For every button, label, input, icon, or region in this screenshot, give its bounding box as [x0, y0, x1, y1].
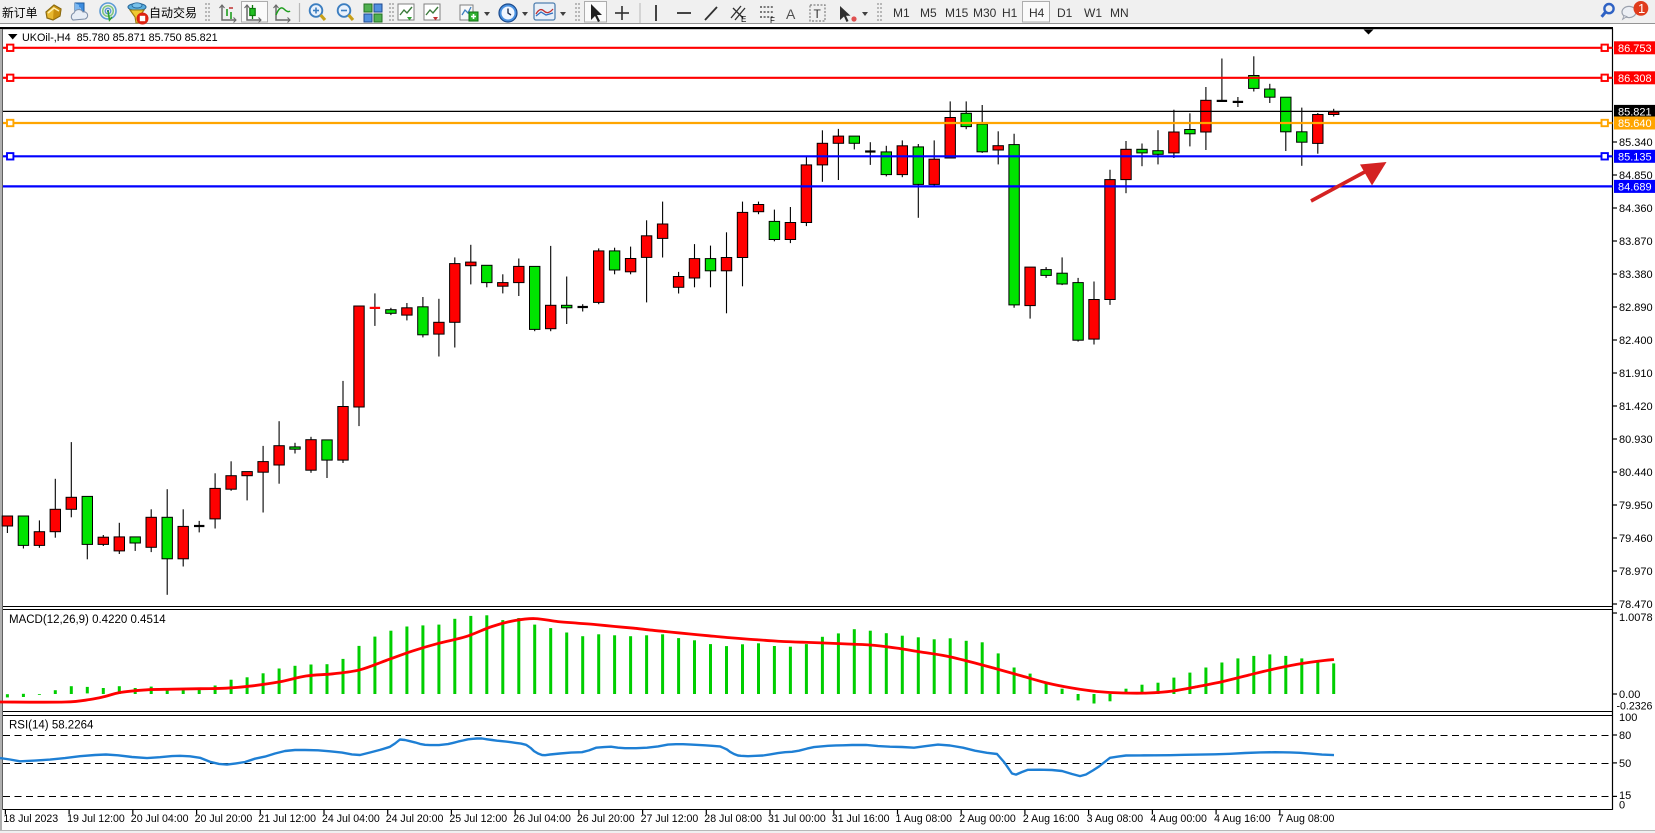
svg-text:1.0078: 1.0078 [1619, 612, 1653, 624]
svg-text:新订单: 新订单 [2, 6, 38, 20]
svg-text:80: 80 [1619, 730, 1631, 742]
svg-text:85.640: 85.640 [1618, 118, 1652, 130]
svg-text:84.360: 84.360 [1619, 203, 1653, 215]
svg-text:26 Jul 20:00: 26 Jul 20:00 [577, 813, 635, 825]
svg-text:19 Jul 12:00: 19 Jul 12:00 [67, 813, 125, 825]
svg-text:W1: W1 [1084, 6, 1102, 20]
svg-text:2 Aug 16:00: 2 Aug 16:00 [1023, 813, 1080, 825]
svg-text:31 Jul 00:00: 31 Jul 00:00 [768, 813, 826, 825]
svg-text:86.753: 86.753 [1618, 43, 1652, 55]
svg-text:1 Aug 08:00: 1 Aug 08:00 [896, 813, 953, 825]
svg-text:81.420: 81.420 [1619, 401, 1653, 413]
svg-text:MACD(12,26,9) 0.4220 0.4514: MACD(12,26,9) 0.4220 0.4514 [9, 614, 166, 626]
svg-text:H1: H1 [1002, 6, 1018, 20]
svg-text:-0.2326: -0.2326 [1617, 701, 1653, 713]
svg-text:50: 50 [1619, 758, 1631, 770]
svg-text:85.135: 85.135 [1618, 151, 1652, 163]
svg-text:82.400: 82.400 [1619, 335, 1653, 347]
svg-text:78.470: 78.470 [1619, 599, 1653, 611]
svg-text:24 Jul 04:00: 24 Jul 04:00 [322, 813, 380, 825]
svg-text:UKOil-,H4 85.780 85.871 85.75: UKOil-,H4 85.780 85.871 85.750 85.821 [22, 32, 218, 44]
svg-text:82.890: 82.890 [1619, 302, 1653, 314]
svg-text:79.950: 79.950 [1619, 500, 1653, 512]
svg-text:83.870: 83.870 [1619, 236, 1653, 248]
svg-text:M30: M30 [973, 6, 997, 20]
svg-text:81.910: 81.910 [1619, 368, 1653, 380]
svg-text:E: E [741, 15, 746, 24]
svg-text:7 Aug 08:00: 7 Aug 08:00 [1278, 813, 1335, 825]
svg-text:27 Jul 12:00: 27 Jul 12:00 [641, 813, 699, 825]
svg-text:4 Aug 00:00: 4 Aug 00:00 [1150, 813, 1207, 825]
svg-text:0: 0 [1619, 800, 1625, 812]
svg-text:3 Aug 08:00: 3 Aug 08:00 [1087, 813, 1144, 825]
svg-text:86.308: 86.308 [1618, 73, 1652, 85]
svg-text:84.689: 84.689 [1618, 181, 1652, 193]
svg-text:A: A [786, 6, 796, 22]
svg-text:M1: M1 [893, 6, 910, 20]
svg-text:28 Jul 08:00: 28 Jul 08:00 [704, 813, 762, 825]
svg-text:F: F [770, 16, 775, 25]
svg-text:31 Jul 16:00: 31 Jul 16:00 [832, 813, 890, 825]
svg-text:D1: D1 [1057, 6, 1073, 20]
svg-text:100: 100 [1619, 712, 1637, 724]
svg-text:T: T [814, 7, 822, 21]
svg-text:80.440: 80.440 [1619, 467, 1653, 479]
svg-text:79.460: 79.460 [1619, 533, 1653, 545]
svg-text:25 Jul 12:00: 25 Jul 12:00 [449, 813, 507, 825]
svg-text:26 Jul 04:00: 26 Jul 04:00 [513, 813, 571, 825]
svg-text:18 Jul 2023: 18 Jul 2023 [3, 813, 58, 825]
svg-text:M5: M5 [920, 6, 937, 20]
svg-text:4 Aug 16:00: 4 Aug 16:00 [1214, 813, 1271, 825]
svg-text:1: 1 [1638, 1, 1645, 16]
svg-text:RSI(14) 58.2264: RSI(14) 58.2264 [9, 720, 94, 732]
svg-text:2 Aug 00:00: 2 Aug 00:00 [959, 813, 1016, 825]
svg-text:83.380: 83.380 [1619, 269, 1653, 281]
svg-text:85.340: 85.340 [1619, 137, 1653, 149]
svg-text:自动交易: 自动交易 [149, 5, 197, 20]
svg-text:21 Jul 12:00: 21 Jul 12:00 [258, 813, 316, 825]
svg-text:24 Jul 20:00: 24 Jul 20:00 [386, 813, 444, 825]
svg-text:H4: H4 [1029, 6, 1045, 20]
svg-text:MN: MN [1110, 6, 1129, 20]
svg-text:80.930: 80.930 [1619, 434, 1653, 446]
svg-text:84.850: 84.850 [1619, 170, 1653, 182]
svg-text:M15: M15 [945, 6, 969, 20]
svg-text:85.821: 85.821 [1618, 106, 1652, 118]
svg-text:15: 15 [1619, 790, 1631, 802]
svg-text:20 Jul 04:00: 20 Jul 04:00 [131, 813, 189, 825]
svg-text:0.00: 0.00 [1619, 689, 1640, 701]
svg-text:20 Jul 20:00: 20 Jul 20:00 [195, 813, 253, 825]
svg-text:78.970: 78.970 [1619, 566, 1653, 578]
